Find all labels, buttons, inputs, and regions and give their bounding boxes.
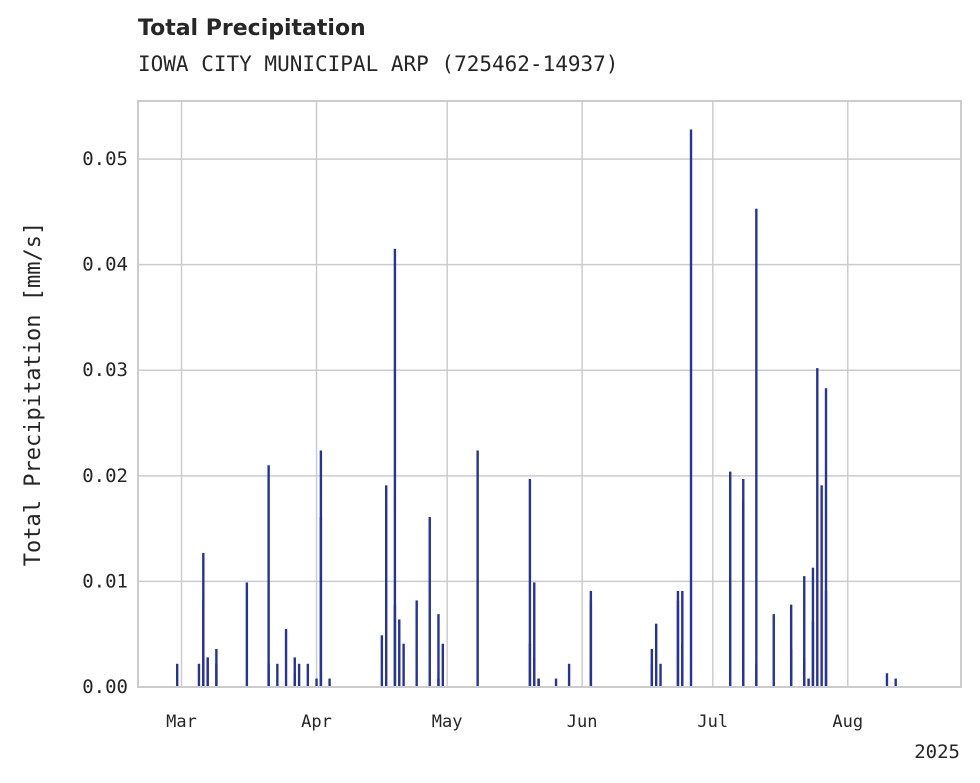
precip-bar: [533, 582, 536, 687]
precip-bar: [681, 590, 684, 687]
y-tick-label: 0.03: [82, 359, 128, 381]
precip-bar: [659, 663, 662, 687]
precip-bar: [729, 471, 732, 687]
precip-bar: [175, 663, 179, 687]
precip-bar: [650, 648, 654, 687]
precip-bar: [820, 485, 823, 687]
y-axis-label: Total Precipitation [mm/s]: [21, 222, 46, 566]
precip-bar: [885, 673, 889, 687]
plot-area: [138, 101, 961, 687]
y-tick-label: 0.04: [82, 254, 128, 276]
precip-bar: [654, 623, 658, 687]
chart-subtitle: IOWA CITY MUNICIPAL ARP (725462-14937): [138, 52, 619, 76]
precip-bar: [567, 663, 571, 687]
bars-group: [175, 129, 897, 687]
precip-bar: [755, 208, 758, 687]
precip-bar: [197, 663, 201, 687]
precip-bar: [398, 619, 401, 687]
y-tick-label: 0.01: [82, 570, 128, 592]
precip-bar: [206, 657, 209, 687]
x-tick-label: Aug: [832, 712, 863, 732]
precip-bar: [554, 678, 558, 687]
precip-bar: [293, 673, 296, 687]
precip-bar: [807, 678, 810, 687]
precip-bar: [267, 663, 270, 687]
precip-bar: [380, 635, 384, 687]
precip-bar: [476, 450, 479, 687]
x-tick-labels: Mar Apr May Jun Jul Aug: [166, 712, 863, 732]
x-year-label: 2025: [914, 741, 960, 763]
precip-bar: [328, 678, 331, 687]
grid-lines: [138, 101, 961, 688]
y-tick-label: 0.02: [82, 465, 128, 487]
precip-bar: [437, 678, 440, 687]
precip-bar: [789, 604, 793, 687]
precip-bar: [319, 517, 323, 687]
chart-title: Total Precipitation: [138, 16, 366, 41]
precip-bar: [803, 657, 806, 687]
precip-bar: [742, 478, 745, 687]
precip-bar: [215, 663, 218, 687]
precip-bar: [276, 663, 279, 687]
precip-bar: [824, 388, 828, 687]
precip-bar: [772, 614, 775, 687]
precip-bar: [811, 567, 815, 687]
x-tick-label: May: [432, 712, 463, 732]
precip-bar: [824, 590, 828, 687]
precip-bar: [528, 478, 532, 687]
x-tick-label: Jul: [697, 712, 728, 732]
precip-bar: [589, 590, 593, 687]
precip-bar: [402, 643, 405, 687]
precip-bar: [803, 576, 806, 687]
precip-bar: [816, 368, 819, 687]
precip-bar: [689, 129, 693, 687]
x-tick-label: Mar: [166, 712, 197, 732]
y-tick-label: 0.05: [82, 148, 128, 170]
precip-bar: [676, 590, 680, 687]
plot-frame: [137, 100, 962, 688]
x-tick-label: Jun: [567, 712, 598, 732]
precip-bar: [306, 663, 310, 687]
precip-bar: [533, 657, 536, 687]
precip-bar: [393, 248, 397, 687]
precip-bar: [315, 678, 318, 687]
precip-bar: [293, 657, 296, 687]
precip-bar: [385, 485, 388, 687]
precip-bar: [297, 663, 301, 687]
precip-bar: [245, 582, 249, 687]
precip-bar: [537, 678, 540, 687]
precip-bar: [415, 600, 418, 687]
precip-bar: [428, 517, 431, 687]
precip-bar: [437, 614, 440, 687]
precip-bar: [789, 648, 793, 687]
y-tick-label: 0.00: [82, 676, 128, 698]
precip-bar: [267, 465, 270, 687]
precip-bar: [284, 628, 288, 687]
y-tick-labels: 0.00 0.01 0.02 0.03 0.04 0.05: [82, 148, 128, 698]
precip-bar: [202, 600, 205, 687]
x-tick-label: Apr: [301, 712, 332, 732]
precip-bar: [894, 678, 897, 687]
precip-bar: [441, 643, 445, 687]
